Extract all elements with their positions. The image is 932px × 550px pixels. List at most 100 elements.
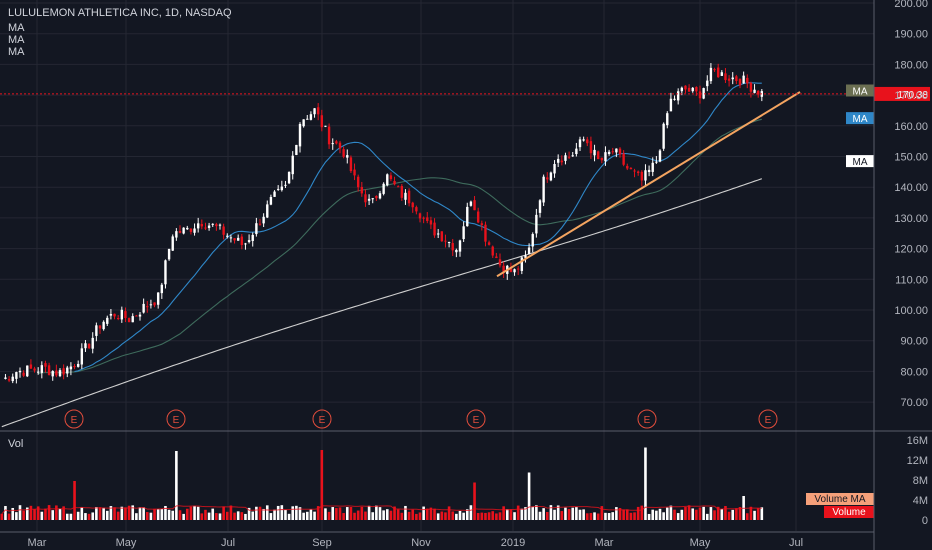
candle-body xyxy=(26,365,29,377)
candle-body xyxy=(687,87,691,92)
candle-body xyxy=(7,379,11,381)
volume-bar xyxy=(105,510,109,520)
candle-body xyxy=(215,224,218,227)
volume-bar xyxy=(255,506,258,520)
price-tick-label: 80.00 xyxy=(900,366,928,378)
volume-bar xyxy=(0,513,4,520)
volume-bar xyxy=(65,513,69,520)
ma-legend-1: MA xyxy=(8,22,25,34)
volume-bar xyxy=(353,512,356,520)
candle-body xyxy=(633,170,636,172)
volume-bar xyxy=(509,509,513,520)
volume-bar xyxy=(469,505,473,520)
candle-body xyxy=(320,115,324,128)
candle-body xyxy=(542,176,545,203)
candle-body xyxy=(586,139,589,144)
candle-body xyxy=(502,265,505,273)
volume-bar xyxy=(440,511,444,520)
earnings-marker-label: E xyxy=(71,415,78,426)
volume-bar xyxy=(91,512,95,520)
volume-bar xyxy=(513,512,516,520)
volume-bar xyxy=(11,507,15,520)
volume-bar xyxy=(76,511,80,520)
volume-bar xyxy=(55,505,58,520)
candle-body xyxy=(367,198,371,201)
volume-ma-tag xyxy=(806,493,874,505)
volume-bar xyxy=(549,505,553,520)
volume-bar xyxy=(36,506,40,520)
volume-bar xyxy=(640,505,644,520)
volume-bar xyxy=(393,506,396,520)
candle-body xyxy=(178,231,182,233)
volume-bar xyxy=(538,511,542,520)
time-tick-label: Nov xyxy=(411,537,431,549)
volume-bar xyxy=(178,510,182,520)
candle-body xyxy=(218,224,222,226)
candle-body xyxy=(480,223,484,225)
candle-body xyxy=(713,69,716,71)
candle-body xyxy=(295,144,298,155)
volume-bar xyxy=(669,505,673,520)
moving-averages xyxy=(1,82,762,428)
candle-body xyxy=(331,143,334,145)
candle-body xyxy=(131,316,134,323)
candle-body xyxy=(182,227,185,234)
volume-bar xyxy=(200,513,204,520)
candle-body xyxy=(142,303,145,313)
volume-bar xyxy=(69,513,73,520)
candle-body xyxy=(462,226,465,240)
candle-body xyxy=(127,318,131,323)
volume-bar xyxy=(371,512,375,520)
volume-bar xyxy=(756,508,760,520)
volume-bar xyxy=(345,507,349,520)
candle-body xyxy=(647,169,651,173)
volume-bar xyxy=(356,510,360,520)
volume-bar xyxy=(218,513,222,520)
candle-body xyxy=(589,141,593,154)
volume-bar xyxy=(753,510,756,520)
volume-bar xyxy=(229,505,233,520)
candle-body xyxy=(662,123,665,149)
candle-body xyxy=(375,195,378,199)
volume-bar xyxy=(422,506,425,520)
price-tick-label: 70.00 xyxy=(900,397,928,409)
candle-body xyxy=(582,139,585,141)
earnings-marker-label: E xyxy=(765,415,772,426)
candle-body xyxy=(411,202,414,208)
candle-body xyxy=(433,222,436,236)
candle-body xyxy=(742,75,745,84)
candle-body xyxy=(189,228,193,232)
volume-bar xyxy=(284,509,287,520)
candle-body xyxy=(109,313,113,316)
ma-slow-line xyxy=(1,178,762,428)
candle-body xyxy=(40,365,44,373)
volume-bar xyxy=(553,509,556,520)
candle-body xyxy=(684,85,687,90)
candle-body xyxy=(673,98,676,100)
volume-tick-label: 12M xyxy=(907,455,928,467)
volume-bar xyxy=(342,513,345,520)
volume-tick-label: 4M xyxy=(913,495,928,507)
earnings-marker xyxy=(637,409,657,429)
candle-body xyxy=(724,73,727,81)
candle-body xyxy=(720,72,724,76)
candle-body xyxy=(280,186,284,191)
volume-bar xyxy=(273,509,276,520)
volume-bar xyxy=(98,507,102,520)
volume-bar xyxy=(505,509,509,520)
volume-bar xyxy=(335,508,338,520)
volume-bar xyxy=(662,512,665,520)
candle-body xyxy=(276,188,280,190)
candle-body xyxy=(709,67,713,82)
volume-bar xyxy=(320,450,324,520)
volume-bar xyxy=(164,505,167,520)
volume-bar xyxy=(556,505,560,520)
volume-bar xyxy=(389,510,393,520)
price-tick-label: 90.00 xyxy=(900,336,928,348)
candle-body xyxy=(15,372,18,379)
candle-body xyxy=(466,206,469,227)
time-tick-label: Mar xyxy=(28,537,47,549)
volume-bar xyxy=(596,513,600,520)
candle-body xyxy=(636,171,640,173)
